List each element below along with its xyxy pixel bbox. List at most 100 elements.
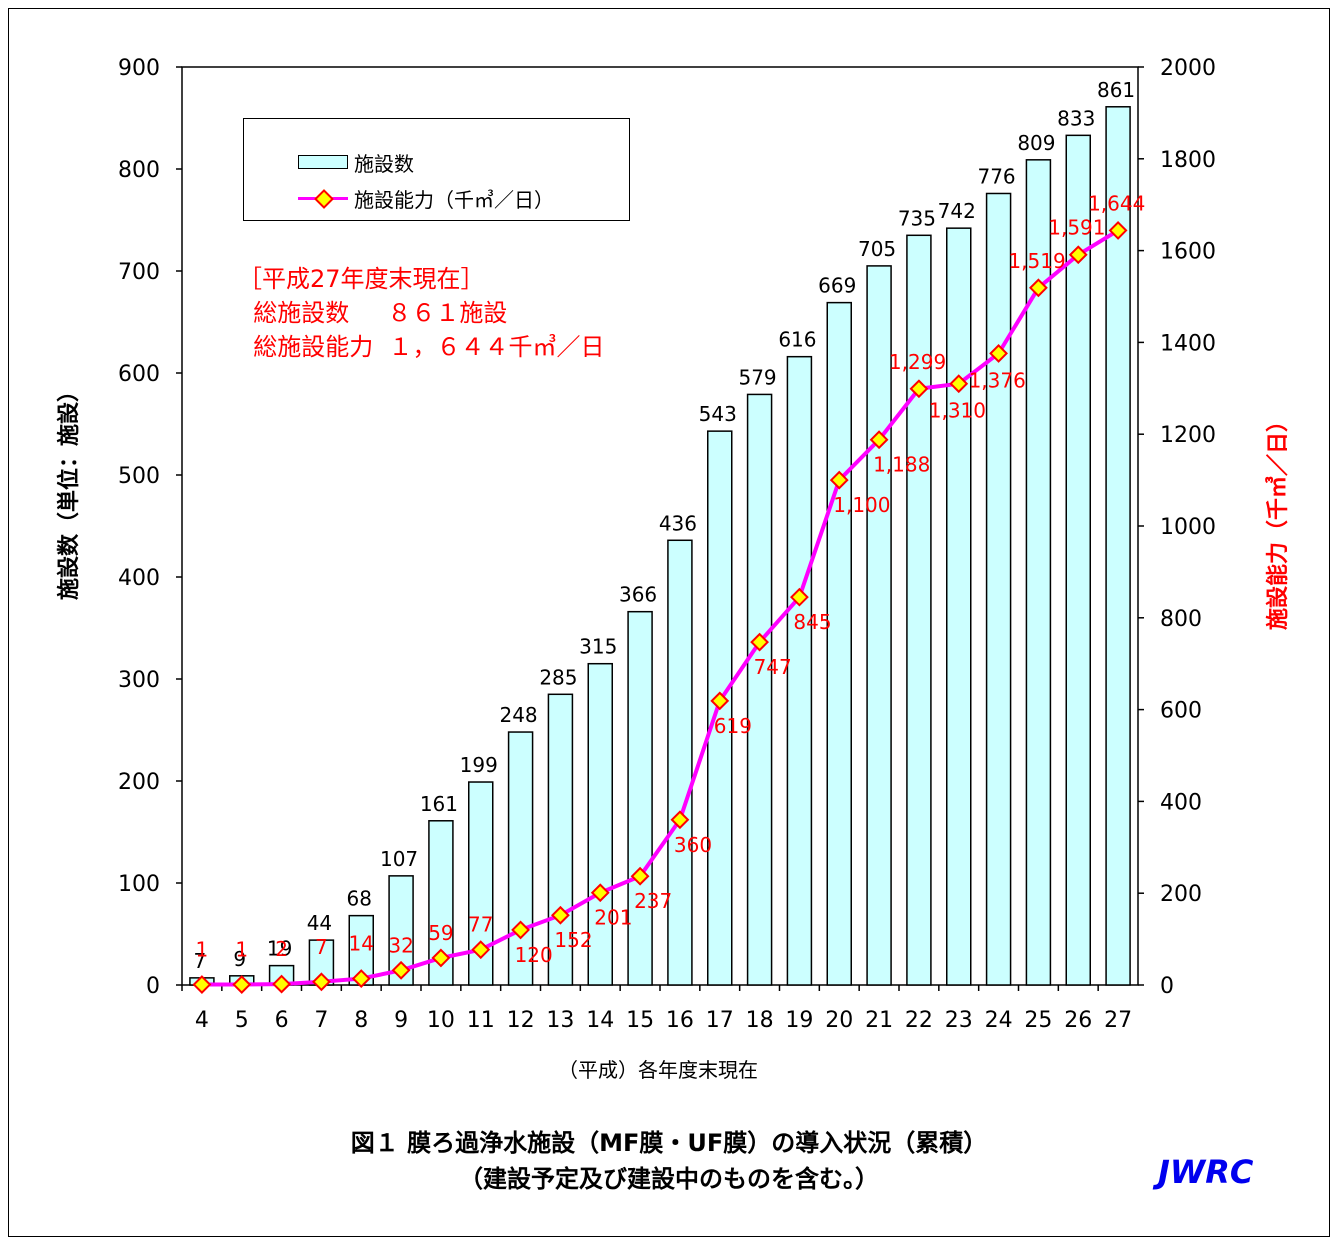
capacity-point [351,969,371,988]
capacity-point [750,632,769,652]
capacity-point [909,379,929,399]
capacity-value-label: 360 [674,833,712,857]
left-tick-label: 900 [118,56,160,81]
capacity-value-label: 747 [754,655,792,679]
capacity-value-label: 1,591 [1048,216,1105,240]
bar [667,539,693,986]
x-tick-label: 11 [467,1008,495,1033]
left-tick-label: 200 [118,770,160,795]
figure-caption: 図１ 膜ろ過浄水施設（MF膜・UF膜）の導入状況（累積） （建設予定及び建設中の… [0,1125,1338,1197]
legend-bar-swatch [298,155,348,169]
bar [547,693,574,986]
capacity-value-label: 1,310 [929,399,986,423]
right-tick-label: 1000 [1160,515,1216,540]
x-tick-label: 4 [195,1008,209,1033]
x-axis: 4 5 6 7 8 9 10 11 12 13 14 15 16 17 18 19 20 21 22 23 24 25 26… [181,985,1132,1033]
bar [587,662,613,986]
bar-value-label: 861 [1097,78,1135,102]
left-tick-label: 700 [118,260,160,285]
left-axis: 0 100 200 300 400 500 600 700 800 900 [118,56,182,999]
x-tick-label: 13 [546,1008,574,1033]
legend-item-bar: 施設数 [298,150,414,176]
capacity-point [829,470,849,490]
x-tick-label: 23 [945,1008,973,1033]
capacity-value-label: 1 [196,938,209,962]
bar-value-label: 7 [194,949,207,973]
bar-value-label: 68 [347,887,372,911]
x-tick-label: 10 [427,1008,455,1033]
capacity-value-label: 1,188 [873,453,930,477]
x-tick-label: 5 [235,1008,249,1033]
right-tick-label: 200 [1160,882,1202,907]
x-tick-label: 12 [507,1008,535,1033]
x-tick-label: 26 [1064,1008,1092,1033]
bar-value-label: 366 [619,583,657,607]
capacity-value-label: 7 [315,935,328,959]
caption-line-1: 図１ 膜ろ過浄水施設（MF膜・UF膜）の導入状況（累積） [350,1129,988,1157]
capacity-value-label: 14 [349,932,374,956]
capacity-value-label: 1,376 [969,368,1026,392]
x-tick-label: 15 [626,1008,654,1033]
capacity-point [1029,278,1048,298]
x-tick-label: 21 [865,1008,893,1033]
capacity-point [511,920,530,940]
capacity-value-label: 32 [388,933,413,957]
left-tick-label: 100 [118,872,160,897]
legend-line-swatch [298,188,348,209]
capacity-value-label: 1,644 [1088,191,1145,215]
capacity-value-label: 619 [714,714,752,738]
bar [1105,106,1131,986]
capacity-point [989,344,1008,363]
x-tick-label: 16 [666,1008,694,1033]
bar-value-label: 315 [579,635,617,659]
capacity-value-label: 201 [594,906,632,930]
bar-value-label: 9 [233,947,246,971]
x-tick-label: 8 [354,1008,368,1033]
x-axis-title: （平成）各年度末現在 [558,1058,758,1082]
x-tick-label: 18 [746,1008,774,1033]
bar-value-label: 285 [539,665,577,689]
capacity-point [590,883,610,903]
capacity-point [670,810,690,830]
bar-value-label: 248 [499,703,537,727]
caption-line-2: （建設予定及び建設中のものを含む。） [459,1165,879,1193]
bar-value-label: 19 [267,937,292,961]
bar [985,192,1012,986]
capacity-point [1068,245,1088,265]
x-tick-label: 9 [394,1008,408,1033]
x-tick-label: 14 [586,1008,614,1033]
jwrc-logo: JWRC [1158,1153,1254,1191]
bar-value-label: 742 [938,199,976,223]
bar [866,265,892,986]
bar [507,731,534,986]
capacity-point [551,905,570,925]
bar-value-label: 809 [1017,131,1055,155]
capacity-value-label: 237 [634,889,672,913]
x-tick-label: 17 [706,1008,734,1033]
figure-frame [8,8,1330,1237]
bar-value-label: 735 [898,206,936,230]
x-tick-label: 7 [314,1008,328,1033]
legend: 施設数 施設能力（千㎥／日） [243,118,630,221]
right-axis-title: 施設能力（千㎥／日） [1265,410,1291,630]
x-tick-label: 27 [1104,1008,1132,1033]
right-tick-label: 800 [1160,607,1202,632]
bar [906,234,932,986]
capacity-point [312,972,331,992]
left-tick-label: 800 [118,158,160,183]
bar-value-label: 161 [420,792,458,816]
right-tick-label: 1600 [1160,240,1216,265]
capacity-point [471,940,491,960]
capacity-value-label: 1,519 [1008,249,1065,273]
x-tick-label: 6 [275,1008,289,1033]
capacity-point [272,974,291,994]
capacity-value-label: 152 [554,928,592,952]
bar-value-label: 669 [818,274,856,298]
bar-value-label: 579 [738,365,776,389]
right-tick-label: 2000 [1160,56,1216,81]
bar-value-label: 44 [307,911,332,935]
right-axis: 0 200 400 600 800 1000 1200 1400 1600 1800 2000 [1138,56,1216,999]
capacity-point [1108,220,1128,240]
right-tick-label: 1800 [1160,148,1216,173]
summary-annotation: ［平成27年度末現在］ 総施設数 ８６１施設 総施設能力 １，６４４千㎥／日 [238,262,605,364]
